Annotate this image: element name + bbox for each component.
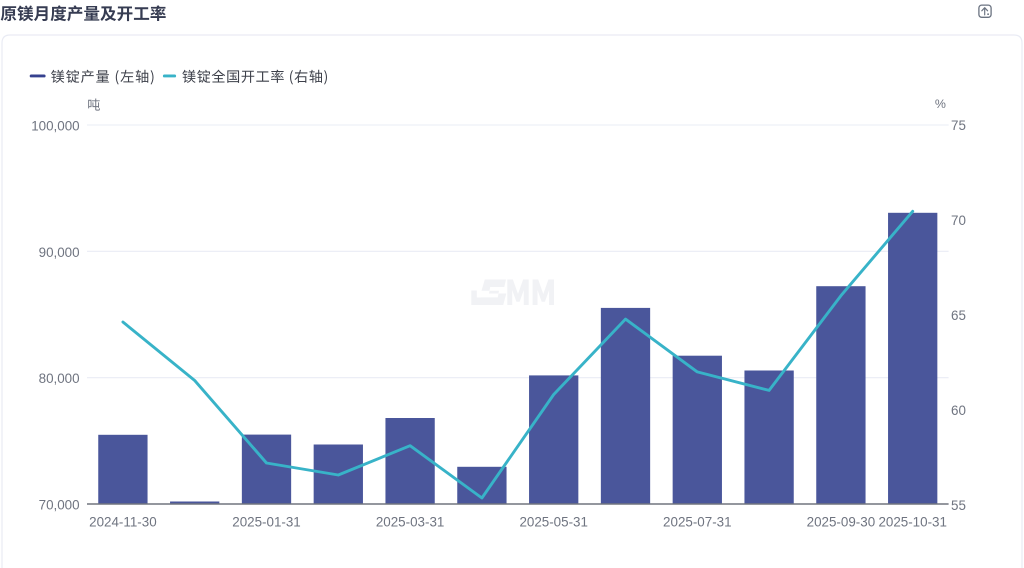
svg-text:65: 65 [951, 308, 966, 323]
svg-text:2025-09-30: 2025-09-30 [807, 514, 876, 529]
svg-text:80,000: 80,000 [39, 371, 80, 386]
svg-text:75: 75 [951, 118, 966, 133]
svg-text:%: % [935, 97, 946, 111]
svg-text:2025-05-31: 2025-05-31 [519, 514, 588, 529]
svg-text:2025-01-31: 2025-01-31 [232, 514, 301, 529]
svg-text:2025-07-31: 2025-07-31 [663, 514, 732, 529]
svg-text:60: 60 [951, 403, 966, 418]
svg-text:70,000: 70,000 [39, 497, 80, 512]
svg-text:2025-10-31: 2025-10-31 [878, 514, 947, 529]
svg-text:70: 70 [951, 213, 966, 228]
svg-text:90,000: 90,000 [39, 245, 80, 260]
svg-text:100,000: 100,000 [31, 119, 79, 134]
svg-text:2024-11-30: 2024-11-30 [89, 514, 157, 529]
svg-text:2025-03-31: 2025-03-31 [376, 514, 445, 529]
svg-text:55: 55 [951, 498, 966, 513]
